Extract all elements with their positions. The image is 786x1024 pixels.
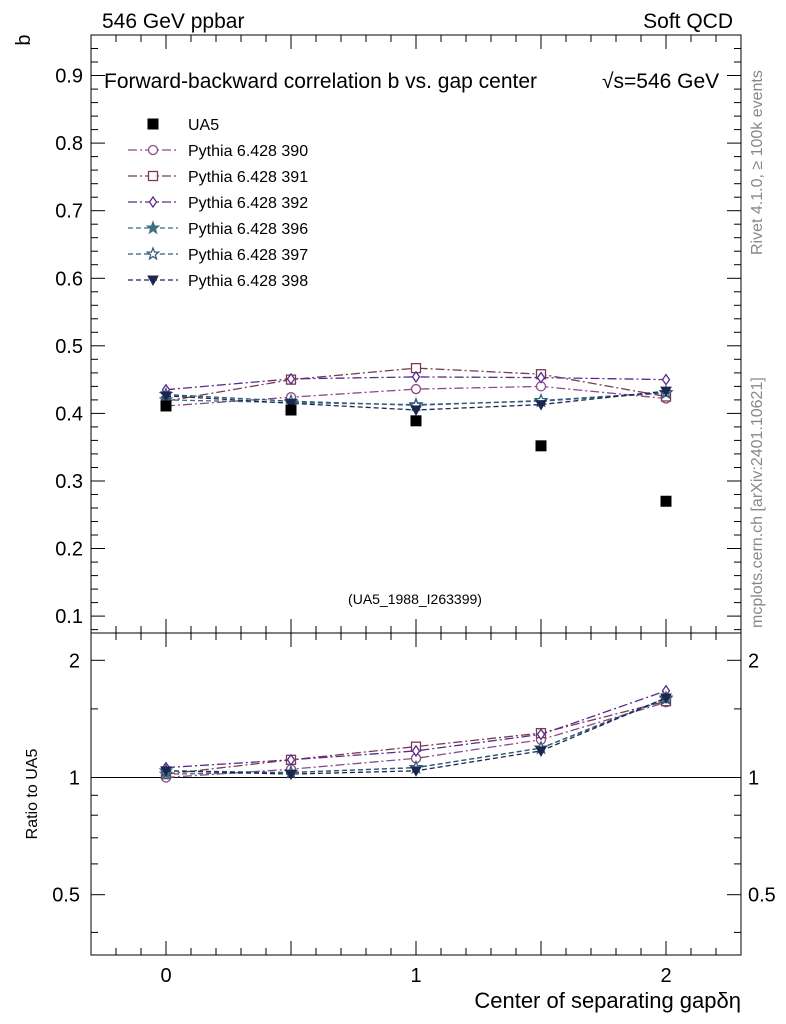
- series-3-point: [286, 372, 296, 386]
- y-tick-label: 0.6: [55, 268, 83, 290]
- ratio-6-point: [285, 769, 297, 781]
- ratio-series-layer: [158, 684, 674, 783]
- legend-label-6: Pythia 6.428 398: [188, 273, 308, 290]
- y-tick-label: 0.3: [55, 471, 83, 493]
- ua5-data-point: [660, 495, 672, 507]
- main-series-layer: [158, 362, 674, 507]
- ratio-6-point: [160, 766, 172, 777]
- y-tick-label: 0.7: [55, 201, 83, 223]
- legend-marker-5: [145, 246, 161, 261]
- x-axis-label: Center of separating gapδη: [474, 988, 741, 1013]
- energy-label: √s=546 GeV: [602, 70, 719, 93]
- ratio-axis-ticks: 0.5 0.5 1 1 2 2: [52, 633, 776, 955]
- ua5-data-point: [535, 440, 547, 452]
- header-right-label: Soft QCD: [643, 10, 733, 33]
- x-tick-label: 1: [410, 965, 421, 987]
- y-tick-label: 0.8: [55, 133, 83, 155]
- legend-label-4: Pythia 6.428 396: [188, 221, 308, 238]
- header-left-label: 546 GeV ppbar: [102, 10, 244, 33]
- ratio-6-point: [410, 766, 422, 777]
- legend-marker-1: [147, 144, 159, 156]
- legend-ua5-label: UA5: [188, 117, 219, 134]
- series-6-point: [285, 398, 297, 410]
- y-axis-label: b: [13, 34, 35, 45]
- legend-label-1: Pythia 6.428 390: [188, 143, 308, 160]
- chart-title: Forward-backward correlation b vs. gap c…: [104, 70, 537, 93]
- ratio-3-point: [411, 744, 421, 758]
- series-3-point: [411, 370, 421, 384]
- ratio-tick-label-left: 0.5: [52, 885, 80, 907]
- y-tick-label: 0.2: [55, 539, 83, 561]
- analysis-watermark: (UA5_1988_I263399): [348, 591, 482, 607]
- x-tick-label: 0: [160, 965, 171, 987]
- legend: UA5 Pythia 6.428 390 Pythia 6.428 391 Pythi…: [128, 117, 308, 290]
- ratio-tick-label-right: 1: [748, 767, 759, 789]
- y-tick-label: 0.4: [55, 403, 83, 425]
- ratio-tick-label-right: 2: [748, 650, 759, 672]
- main-axis-ticks: 0.1 0.2 0.3 0.4 0.5 0.6 0.7 0.8 0.9: [55, 35, 741, 633]
- y-tick-label: 0.5: [55, 336, 83, 358]
- ua5-data-point: [285, 404, 297, 416]
- ratio-tick-label-left: 1: [69, 767, 80, 789]
- legend-ua5-marker: [147, 118, 159, 130]
- main-panel: 0.1 0.2 0.3 0.4 0.5 0.6 0.7 0.8 0.9 Forward-back…: [55, 34, 742, 634]
- series-6-point: [535, 400, 547, 411]
- x-tick-label: 2: [660, 965, 671, 987]
- x-tick-labels: 0 1 2: [160, 965, 671, 987]
- legend-label-5: Pythia 6.428 397: [188, 247, 308, 264]
- ratio-6-point: [660, 693, 672, 705]
- legend-marker-6: [147, 275, 159, 287]
- series-3-point: [536, 371, 546, 384]
- ua5-data-point: [160, 400, 172, 412]
- series-1-point: [410, 383, 422, 395]
- y-tick-label: 0.9: [55, 66, 83, 88]
- ratio-tick-label-right: 0.5: [748, 885, 776, 907]
- rivet-version-label: Rivet 4.1.0, ≥ 100k events: [749, 70, 766, 255]
- legend-marker-4: [145, 220, 161, 235]
- series-6-point: [410, 405, 422, 417]
- series-6-point: [660, 386, 672, 398]
- ratio-tick-label-left: 2: [69, 650, 80, 672]
- ratio-6-point: [535, 746, 547, 757]
- series-3-point: [661, 373, 671, 386]
- ratio-panel-frame: [90, 632, 742, 956]
- ratio-y-axis-label: Ratio to UA5: [24, 749, 41, 840]
- legend-marker-3: [148, 195, 158, 209]
- legend-label-3: Pythia 6.428 392: [188, 195, 308, 212]
- y-tick-label: 0.1: [55, 606, 83, 628]
- ratio-3-point: [536, 728, 546, 741]
- ratio-panel: 0.5 0.5 1 1 2 2 Ratio to UA5: [24, 632, 776, 956]
- legend-label-2: Pythia 6.428 391: [188, 169, 308, 186]
- legend-marker-2: [147, 170, 159, 182]
- mcplots-label: mcplots.cern.ch [arXiv:2401.10621]: [749, 377, 766, 628]
- ua5-data-point: [410, 415, 422, 427]
- series-6-point: [160, 391, 172, 402]
